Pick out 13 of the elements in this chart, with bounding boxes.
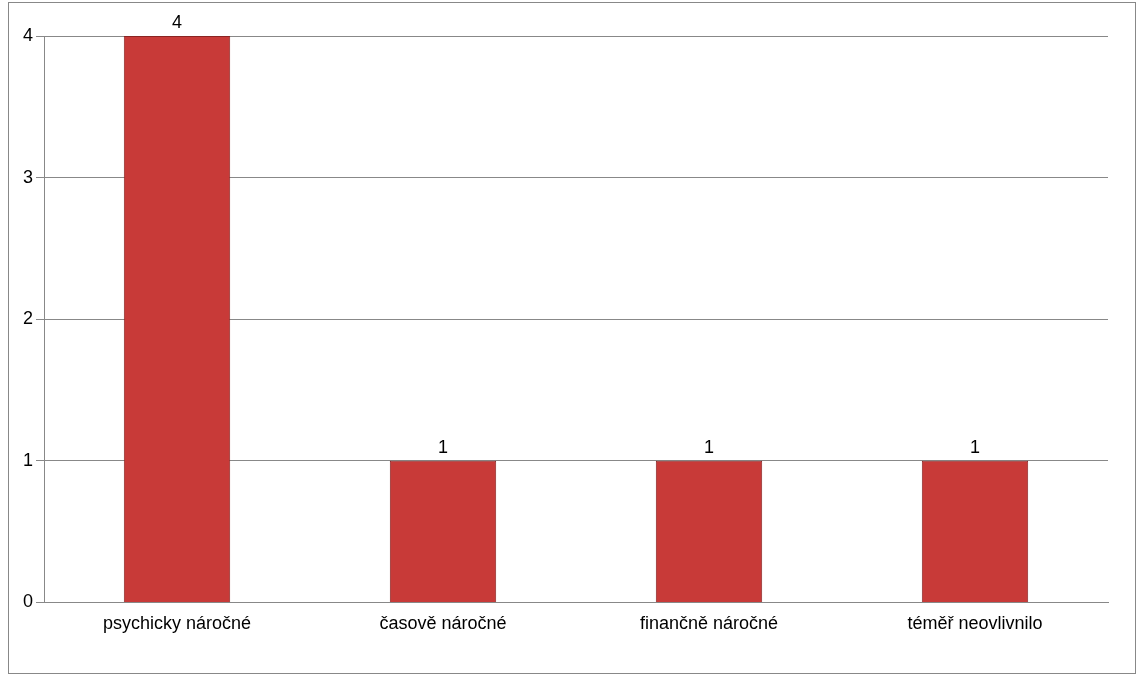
- data-label: 4: [172, 11, 183, 32]
- y-tick-label: 2: [23, 308, 34, 329]
- y-tick-label: 4: [23, 24, 34, 45]
- data-label: 1: [438, 436, 449, 457]
- x-tick-label: téměř neovlivnilo: [907, 613, 1043, 634]
- y-tick-label: 0: [23, 591, 34, 612]
- y-tick-label: 3: [23, 166, 34, 187]
- data-label: 1: [704, 436, 715, 457]
- x-tick-label: psychicky náročné: [102, 613, 252, 634]
- x-tick-label: časově náročné: [379, 613, 507, 634]
- data-label: 1: [969, 436, 981, 457]
- y-tick-label: 1: [23, 449, 34, 470]
- x-tick-label: finančně náročné: [639, 613, 779, 634]
